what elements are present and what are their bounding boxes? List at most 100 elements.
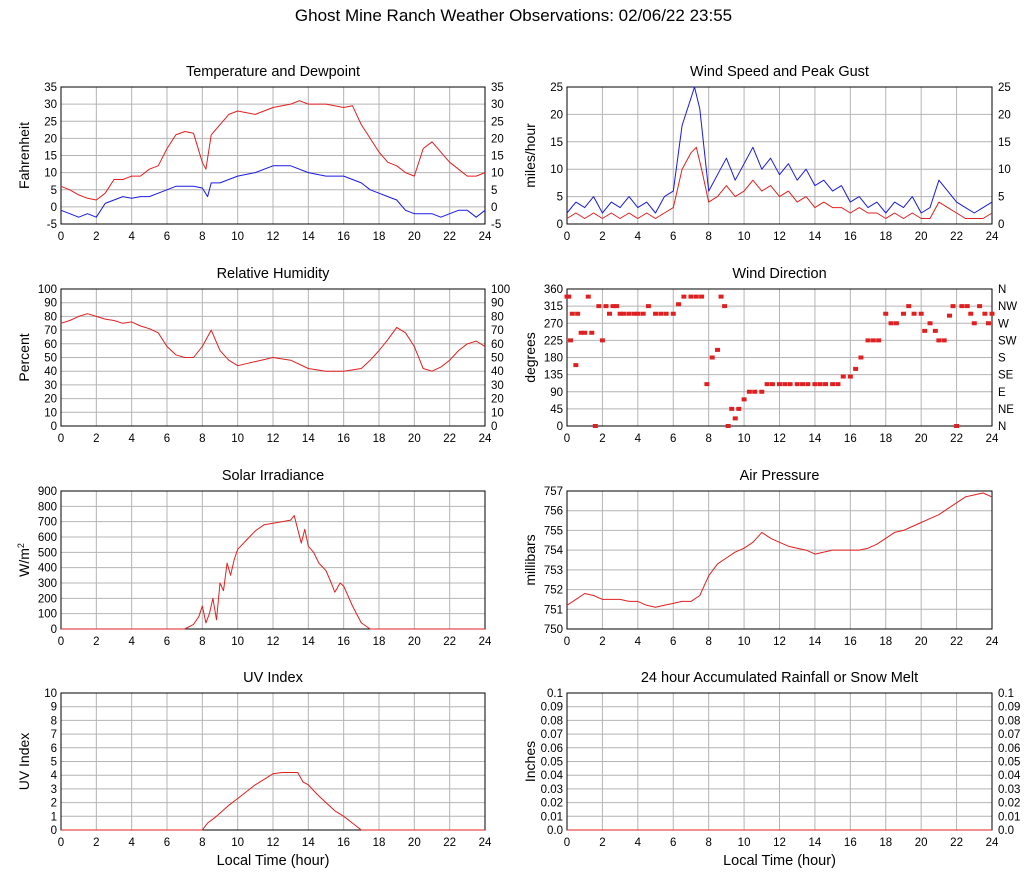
direction-point [704, 382, 710, 387]
direction-point [805, 382, 811, 387]
x-tick-label: 18 [879, 433, 892, 445]
y-tick-label-right: 70 [491, 325, 504, 337]
direction-point [876, 338, 882, 343]
direction-point [610, 304, 616, 309]
x-tick-label: 16 [337, 231, 350, 243]
x-tick-label: 0 [58, 837, 64, 849]
x-tick-label: 4 [635, 837, 642, 849]
direction-point [989, 311, 995, 316]
direction-point [985, 321, 991, 326]
direction-point [858, 355, 864, 360]
series-line-red [566, 146, 993, 219]
series-line-red [60, 100, 486, 201]
x-tick-label: 8 [199, 837, 205, 849]
x-tick-label: 20 [915, 837, 928, 849]
y-tick-label: 5 [557, 192, 563, 204]
x-tick-label: 18 [373, 837, 386, 849]
x-tick-label: 22 [950, 433, 963, 445]
chart-rain: 24 hour Accumulated Rainfall or Snow Mel… [522, 670, 1021, 869]
y-tick-label: 70 [44, 325, 57, 337]
x-tick-label: 16 [337, 636, 350, 648]
series-line-blue [566, 86, 993, 214]
y-tick-label-right: N [998, 421, 1006, 433]
y-tick-label-right: 100 [491, 284, 510, 296]
chart-title: Solar Irradiance [222, 468, 324, 484]
y-tick-label: 20 [44, 394, 57, 406]
x-tick-label: 24 [479, 433, 492, 445]
y-tick-label-right: 5 [491, 185, 497, 197]
y-tick-label: 1 [51, 811, 57, 823]
x-tick-label: 8 [199, 231, 205, 243]
y-tick-label: 757 [544, 486, 563, 498]
plot-frame [60, 692, 486, 831]
direction-point [617, 311, 623, 316]
direction-point [968, 311, 974, 316]
series-line-red [61, 515, 485, 630]
x-tick-label: 2 [93, 231, 99, 243]
direction-point [732, 416, 738, 421]
y-tick-label: 90 [550, 387, 563, 399]
x-tick-label: 12 [773, 433, 786, 445]
x-tick-label: 12 [267, 837, 280, 849]
plot-frame [566, 288, 993, 427]
x-tick-label: 8 [705, 433, 711, 445]
y-tick-label-right: 30 [491, 99, 504, 111]
y-tick-label: 700 [38, 517, 57, 529]
x-tick-label: 22 [950, 837, 963, 849]
direction-point [906, 304, 912, 309]
y-tick-label-right: 20 [491, 394, 504, 406]
x-tick-label: 4 [635, 231, 642, 243]
direction-point [709, 355, 715, 360]
y-tick-label-right: 0 [998, 219, 1004, 231]
direction-point [888, 321, 894, 326]
y-tick-label-right: 0.1 [998, 688, 1014, 700]
y-tick-label: 10 [550, 164, 563, 176]
y-tick-label: 0 [51, 624, 57, 636]
x-tick-label: 20 [408, 433, 421, 445]
y-tick-label: 755 [544, 525, 563, 537]
x-tick-label: 14 [809, 636, 822, 648]
direction-point [626, 311, 632, 316]
x-tick-label: 2 [93, 433, 99, 445]
y-tick-label: 0 [51, 421, 57, 433]
y-tick-label-right: 20 [998, 109, 1011, 121]
y-tick-label: 20 [550, 109, 563, 121]
direction-point [823, 382, 829, 387]
direction-point [599, 338, 605, 343]
y-tick-label-right: N [998, 284, 1006, 296]
x-tick-label: 6 [164, 636, 170, 648]
x-tick-label: 24 [479, 636, 492, 648]
y-axis-label: millibars [522, 534, 538, 585]
y-tick-label: -5 [47, 219, 57, 231]
y-tick-label-right: 15 [491, 151, 504, 163]
y-tick-label: 10 [44, 688, 57, 700]
x-tick-label: 24 [986, 837, 999, 849]
y-tick-label: 30 [44, 99, 57, 111]
y-tick-label: 5 [51, 757, 57, 769]
direction-point [699, 294, 705, 299]
direction-point [759, 389, 765, 394]
y-tick-label-right: 0.05 [998, 757, 1020, 769]
x-tick-label: 24 [986, 231, 999, 243]
direction-point [883, 311, 889, 316]
x-tick-label: 12 [773, 837, 786, 849]
plot-frame [566, 490, 993, 630]
y-tick-label-right: 35 [491, 82, 504, 94]
y-tick-label: 0 [51, 202, 57, 214]
direction-point [932, 328, 938, 333]
direction-point [575, 311, 581, 316]
direction-point [573, 363, 579, 368]
y-tick-label: 600 [38, 532, 57, 544]
chart-title: UV Index [243, 670, 303, 686]
direction-point [568, 338, 574, 343]
direction-point [941, 338, 947, 343]
direction-point [718, 294, 724, 299]
x-tick-label: 12 [267, 636, 280, 648]
x-tick-label: 22 [950, 636, 963, 648]
y-tick-label: 0.04 [541, 770, 564, 782]
x-tick-label: 12 [773, 231, 786, 243]
chart-title: Wind Direction [732, 266, 826, 282]
x-tick-label: 20 [408, 231, 421, 243]
